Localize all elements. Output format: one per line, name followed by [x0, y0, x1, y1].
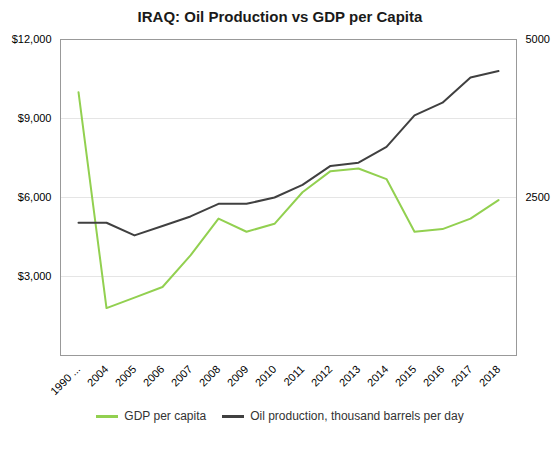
svg-text:2009: 2009: [225, 363, 251, 389]
svg-text:$9,000: $9,000: [18, 112, 52, 124]
svg-text:$12,000: $12,000: [12, 33, 52, 45]
svg-text:$3,000: $3,000: [18, 270, 52, 282]
svg-text:2010: 2010: [253, 363, 279, 389]
svg-text:2013: 2013: [337, 363, 363, 389]
svg-text:2006: 2006: [141, 363, 167, 389]
svg-text:2008: 2008: [197, 363, 223, 389]
svg-text:2011: 2011: [281, 363, 306, 388]
svg-text:2016: 2016: [421, 363, 447, 389]
html-text:GDP per capita: GDP per capita: [124, 409, 207, 423]
html-text:IRAQ: Oil Production vs GDP pe: IRAQ: Oil Production vs GDP per Capita: [137, 8, 423, 25]
svg-text:$6,000: $6,000: [18, 191, 52, 203]
svg-text:2007: 2007: [169, 363, 195, 389]
svg-text:2015: 2015: [393, 363, 419, 389]
svg-text:2500: 2500: [526, 191, 550, 203]
svg-text:2014: 2014: [365, 363, 391, 389]
svg-text:2018: 2018: [477, 363, 503, 389]
svg-text:2017: 2017: [449, 363, 475, 389]
svg-text:5000: 5000: [526, 33, 550, 45]
svg-text:2005: 2005: [113, 363, 139, 389]
svg-text:1990 ...: 1990 ...: [48, 363, 82, 397]
svg-text:2012: 2012: [309, 363, 335, 389]
html-text:Oil production, thousand barre: Oil production, thousand barrels per day: [250, 409, 464, 423]
svg-text:2004: 2004: [85, 363, 111, 389]
